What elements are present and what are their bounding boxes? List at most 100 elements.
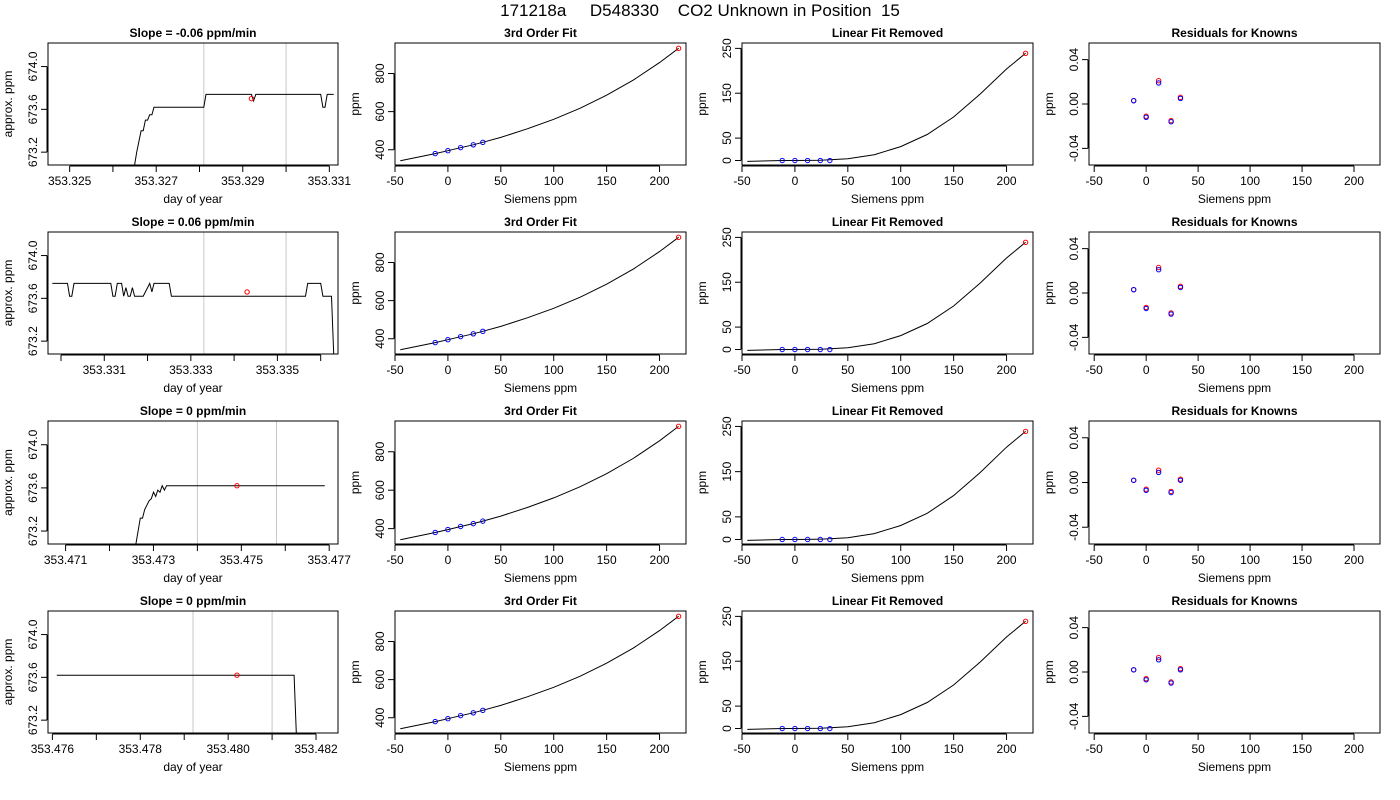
x-tick-label: 0 bbox=[1143, 742, 1150, 756]
panel-title: Residuals for Knowns bbox=[1171, 594, 1297, 608]
x-tick-label: 0 bbox=[792, 742, 799, 756]
residual-point-blue bbox=[1168, 680, 1174, 686]
x-tick-label: 150 bbox=[597, 742, 617, 756]
x-tick-label: 0 bbox=[445, 174, 452, 188]
y-axis-label: approx. ppm bbox=[1, 639, 15, 706]
x-axis-label: Siemens ppm bbox=[1198, 192, 1271, 206]
y-tick-label: 673.6 bbox=[26, 283, 40, 313]
panel-title: Residuals for Knowns bbox=[1171, 26, 1297, 40]
known-point bbox=[792, 536, 798, 543]
unknown-point bbox=[675, 423, 682, 430]
y-tick-label: 0.04 bbox=[1067, 616, 1081, 640]
known-point bbox=[779, 536, 785, 543]
y-tick-label: 400 bbox=[373, 707, 387, 727]
x-tick-label: 150 bbox=[597, 174, 617, 188]
x-tick-label: -50 bbox=[1086, 742, 1104, 756]
x-axis-label: day of year bbox=[163, 760, 222, 774]
x-tick-label: 150 bbox=[597, 363, 617, 377]
unknown-point bbox=[1022, 50, 1029, 57]
panel-title: Slope = 0.06 ppm/min bbox=[131, 215, 254, 229]
y-axis-label: ppm bbox=[348, 660, 362, 683]
panel-fit: 3rd Order Fit -50 0 50 100 150 200 Siemens ppm 4… bbox=[348, 404, 687, 585]
x-tick-label: 200 bbox=[997, 742, 1017, 756]
y-tick-label: 0.04 bbox=[1067, 48, 1081, 72]
y-tick-label: 250 bbox=[720, 227, 734, 247]
panel-title: 3rd Order Fit bbox=[504, 594, 577, 608]
x-tick-label: 150 bbox=[1292, 742, 1312, 756]
residual-point-blue bbox=[1130, 97, 1137, 104]
y-axis-label: ppm bbox=[695, 281, 709, 304]
panel-timeseries: Slope = 0 ppm/min 353.476 353.478 353.480 35… bbox=[1, 594, 339, 774]
residual-point-red bbox=[1155, 78, 1162, 84]
x-tick-label: 100 bbox=[544, 553, 564, 567]
x-tick-label: -50 bbox=[733, 363, 751, 377]
x-tick-label: 50 bbox=[494, 742, 508, 756]
panel-residuals: Residuals for Knowns -50 0 50 100 150 200 Sieme… bbox=[1042, 404, 1381, 585]
x-tick-label: 0 bbox=[792, 363, 799, 377]
known-point bbox=[792, 157, 798, 164]
residual-point-blue bbox=[1155, 80, 1162, 86]
panel-title: Linear Fit Removed bbox=[832, 215, 943, 229]
known-point bbox=[445, 716, 451, 722]
residual-point-blue bbox=[1143, 487, 1149, 494]
x-tick-label: -50 bbox=[1086, 174, 1104, 188]
panel-linear_removed: Linear Fit Removed -50 0 50 100 150 200 Siemens… bbox=[695, 594, 1034, 774]
known-point bbox=[827, 346, 833, 353]
x-tick-label: 353.471 bbox=[44, 553, 88, 567]
unknown-point bbox=[675, 613, 682, 620]
known-point bbox=[792, 346, 798, 353]
known-point bbox=[432, 718, 438, 725]
x-tick-label: 353.476 bbox=[31, 742, 75, 756]
residual-point-blue bbox=[1143, 114, 1149, 121]
series-line bbox=[135, 484, 325, 544]
y-axis-label: ppm bbox=[348, 92, 362, 115]
residual-point-red bbox=[1155, 467, 1162, 473]
x-tick-label: 353.331 bbox=[308, 174, 352, 188]
residual-point-blue bbox=[1168, 119, 1174, 125]
y-tick-label: 50 bbox=[720, 320, 734, 334]
x-tick-label: 0 bbox=[792, 174, 799, 188]
known-point bbox=[817, 346, 824, 353]
panel-title: Slope = -0.06 ppm/min bbox=[129, 26, 256, 40]
fit-curve bbox=[747, 620, 1026, 730]
known-point bbox=[827, 725, 833, 732]
residual-point-blue bbox=[1155, 267, 1162, 273]
known-point bbox=[779, 157, 785, 164]
x-axis-label: Siemens ppm bbox=[1198, 571, 1271, 585]
residual-point-red bbox=[1155, 264, 1162, 271]
y-tick-label: 250 bbox=[720, 606, 734, 626]
x-axis-label: day of year bbox=[163, 381, 222, 395]
x-tick-label: 50 bbox=[1191, 363, 1205, 377]
x-axis-label: Siemens ppm bbox=[1198, 381, 1271, 395]
known-point bbox=[470, 142, 477, 148]
y-tick-label: 800 bbox=[373, 441, 387, 461]
x-tick-label: 100 bbox=[891, 742, 911, 756]
known-point bbox=[457, 523, 464, 530]
residual-point-blue bbox=[1177, 667, 1184, 673]
known-point bbox=[827, 157, 833, 164]
x-tick-label: 50 bbox=[841, 553, 855, 567]
x-tick-label: 0 bbox=[445, 553, 452, 567]
x-tick-label: 100 bbox=[544, 174, 564, 188]
x-tick-label: 100 bbox=[544, 742, 564, 756]
known-point bbox=[804, 157, 811, 164]
known-point bbox=[457, 144, 464, 151]
y-tick-label: 673.6 bbox=[26, 94, 40, 124]
x-tick-label: 150 bbox=[944, 363, 964, 377]
x-axis-label: Siemens ppm bbox=[851, 381, 924, 395]
residual-point-blue bbox=[1177, 284, 1184, 291]
fit-curve bbox=[747, 431, 1026, 541]
x-axis-label: day of year bbox=[163, 571, 222, 585]
x-tick-label: 100 bbox=[891, 174, 911, 188]
x-tick-label: 100 bbox=[891, 363, 911, 377]
series-line bbox=[52, 281, 335, 354]
fit-curve bbox=[400, 615, 679, 730]
x-tick-label: 50 bbox=[841, 742, 855, 756]
y-tick-label: 0 bbox=[720, 536, 734, 543]
x-tick-label: 50 bbox=[494, 553, 508, 567]
x-tick-label: 200 bbox=[650, 174, 670, 188]
x-tick-label: 200 bbox=[650, 363, 670, 377]
residual-point-blue bbox=[1177, 477, 1184, 483]
x-tick-label: 100 bbox=[1240, 174, 1260, 188]
x-tick-label: 200 bbox=[997, 553, 1017, 567]
